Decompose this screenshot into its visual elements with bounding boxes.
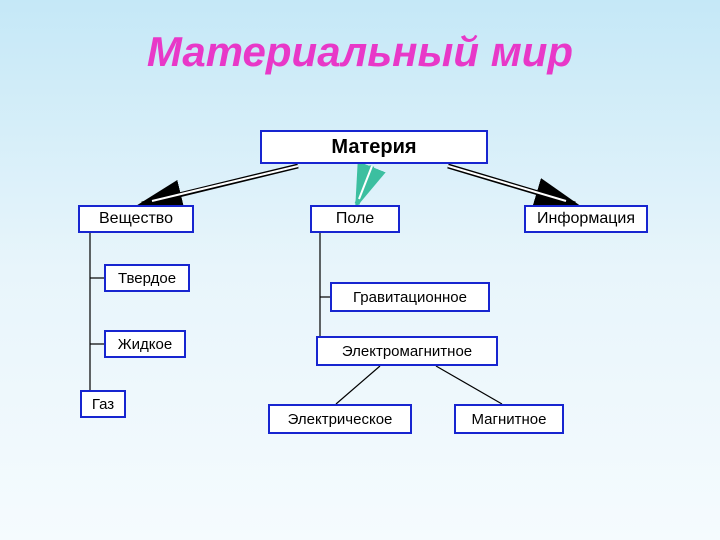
node-liquid: Жидкое	[104, 330, 186, 358]
node-gravity: Гравитационное	[330, 282, 490, 312]
diagram-title: Материальный мир	[0, 28, 720, 76]
node-gas: Газ	[80, 390, 126, 418]
node-electric: Электрическое	[268, 404, 412, 434]
node-solid: Твердое	[104, 264, 190, 292]
node-info: Информация	[524, 205, 648, 233]
node-em: Электромагнитное	[316, 336, 498, 366]
node-magnetic: Магнитное	[454, 404, 564, 434]
node-root: Материя	[260, 130, 488, 164]
node-substance: Вещество	[78, 205, 194, 233]
node-field: Поле	[310, 205, 400, 233]
